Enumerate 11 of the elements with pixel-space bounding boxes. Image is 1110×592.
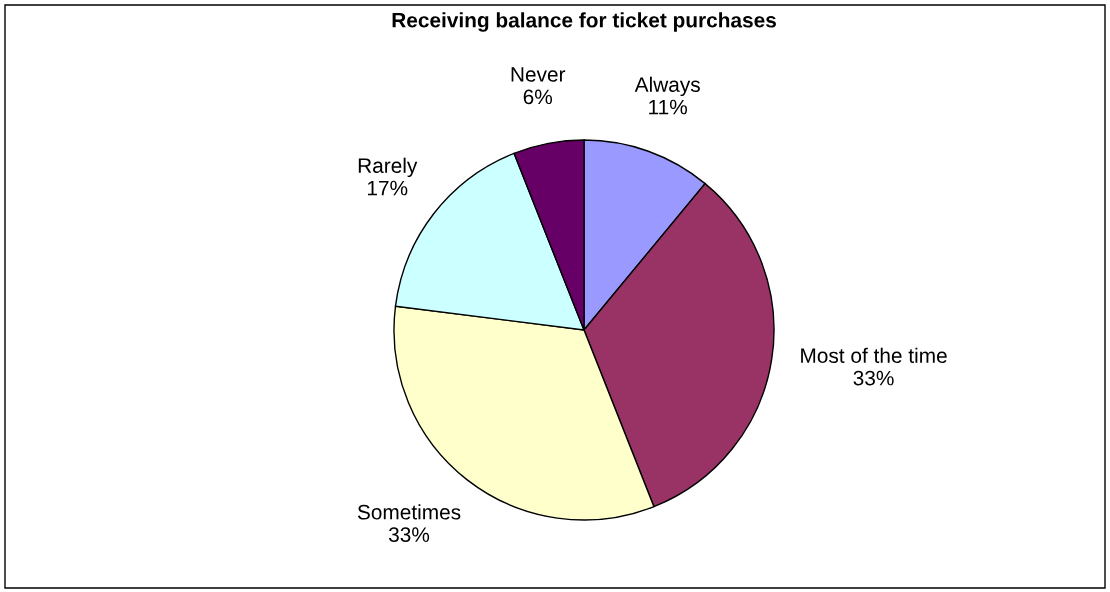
slice-label: Never xyxy=(511,67,566,82)
data-label: 6% xyxy=(523,89,553,105)
data-label: 33% xyxy=(853,370,894,386)
slice-label: Rarely xyxy=(358,157,418,178)
data-label: 33% xyxy=(388,527,430,542)
data-label: 17% xyxy=(367,180,408,196)
chart-title: Receiving balance for ticket purchases xyxy=(392,12,776,32)
slice-label: Most of the time xyxy=(801,347,947,364)
slice-label: Always xyxy=(634,76,700,97)
data-label: 11% xyxy=(649,99,688,115)
slice-label: Sometimes xyxy=(357,504,461,520)
